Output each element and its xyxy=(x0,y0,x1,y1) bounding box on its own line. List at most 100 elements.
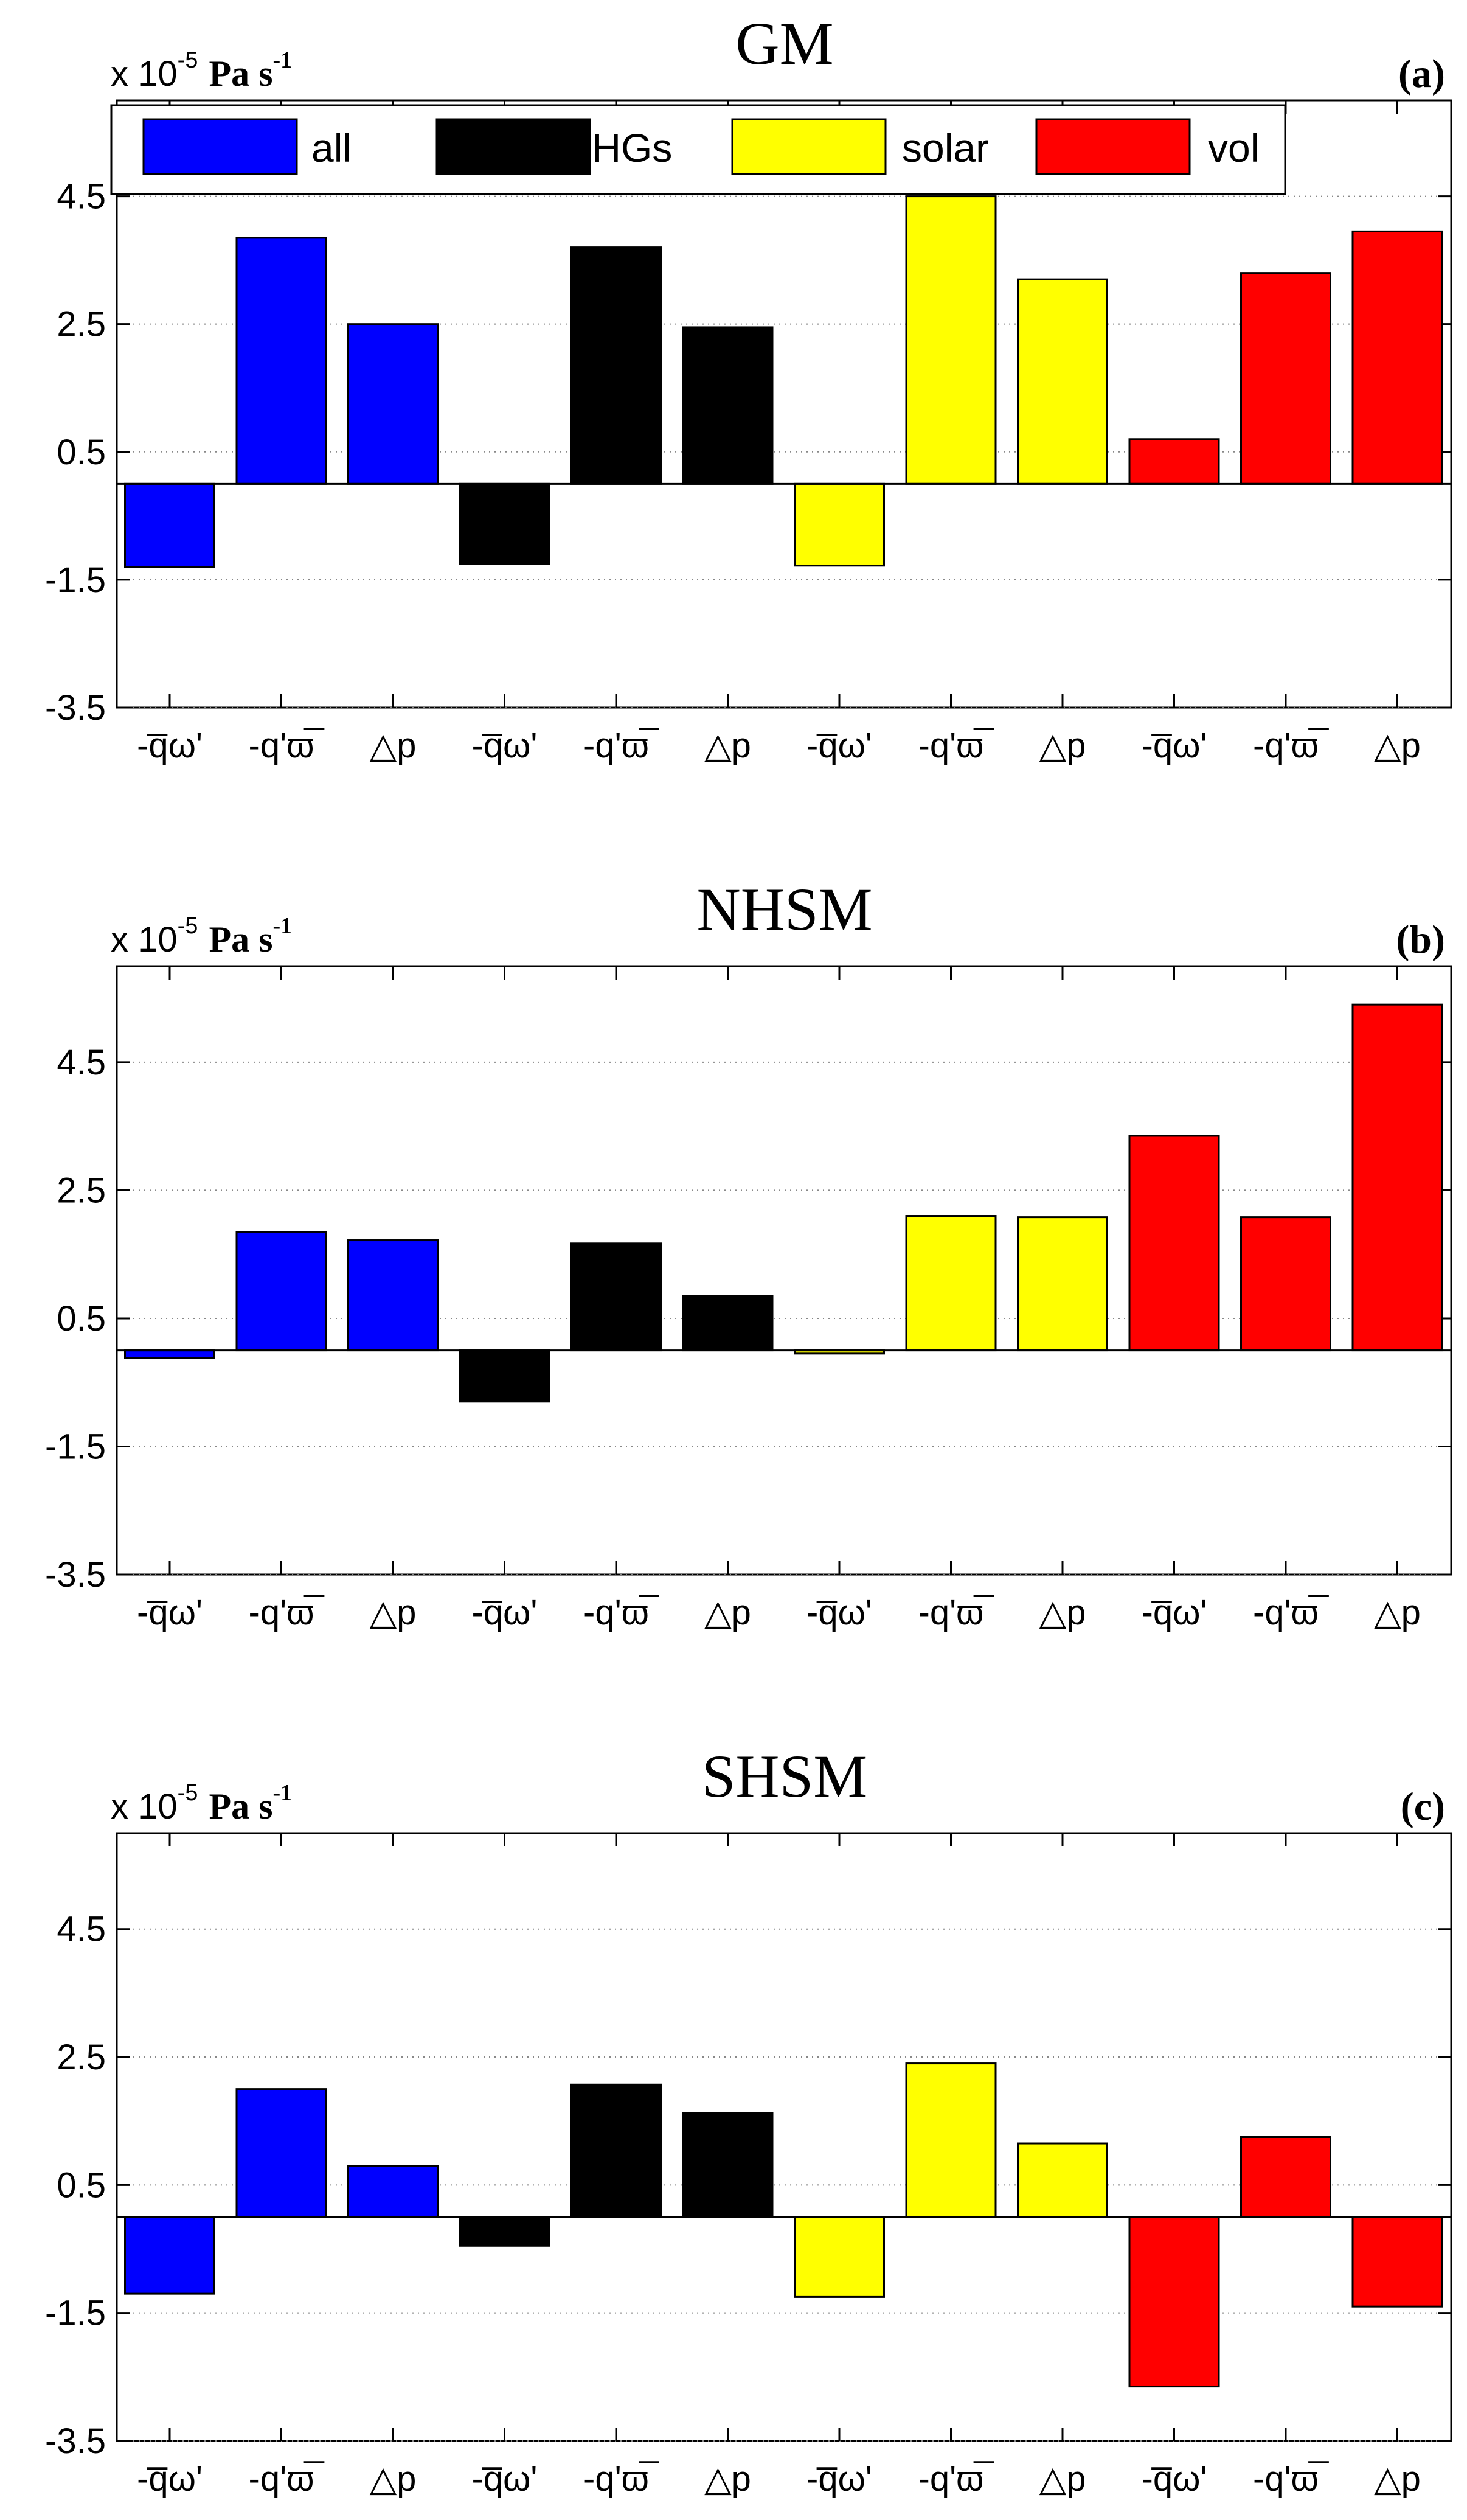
x-tick-label: -q'ϖ̅ xyxy=(1253,2459,1329,2499)
bar-all xyxy=(235,237,327,485)
unit-exponent: -5 xyxy=(178,47,198,73)
x-tick-label: -q̅ω' xyxy=(137,2459,203,2499)
x-tick-label: -q'ϖ̅ xyxy=(249,2459,325,2499)
unit-prefix: x 10 xyxy=(111,920,178,959)
panel-3: -3.5 -1.5 0.5 2.5 4.5 -q̅ω' -q'ϖ̅ △p -q̅ω' -q'ϖ̅ △… xyxy=(45,1742,1452,2499)
y-tick-label: 2.5 xyxy=(57,1171,106,1210)
panel-title: GM xyxy=(735,10,833,77)
unit-label: x 10-5 Pa s-1 xyxy=(111,1780,292,1826)
bar-vol xyxy=(1351,230,1443,485)
y-tick-label: -3.5 xyxy=(45,2421,106,2461)
bar-all xyxy=(124,482,215,568)
x-tick-label: -q̅ω' xyxy=(1142,2459,1207,2499)
x-tick-label: -q'ϖ̅ xyxy=(583,2459,659,2499)
unit-exponent: -5 xyxy=(178,1780,198,1806)
bar-vol xyxy=(1128,1135,1220,1352)
panel-label: (a) xyxy=(1398,52,1445,96)
panel-title: SHSM xyxy=(702,1742,867,1810)
x-tick-label: -q̅ω' xyxy=(472,1593,538,1632)
bar-all xyxy=(347,2165,439,2218)
bar-solar xyxy=(794,482,885,567)
x-tick-label: △p xyxy=(1374,2459,1421,2499)
axes-box xyxy=(116,99,1452,709)
panel-title: NHSM xyxy=(697,875,873,943)
x-tick-label: -q'ϖ̅ xyxy=(918,726,994,765)
y-tick-label: 4.5 xyxy=(57,1910,106,1949)
unit-exponent: -5 xyxy=(178,913,198,939)
legend-swatch-vol xyxy=(1035,118,1191,175)
legend-label-all: all xyxy=(311,125,352,170)
x-tick-label: -q̅ω' xyxy=(806,2459,872,2499)
bar-GHGs xyxy=(682,1295,774,1352)
x-tick-label: -q̅ω' xyxy=(137,1593,203,1632)
unit-label: x 10-5 Pa s-1 xyxy=(111,913,292,959)
x-tick-label: -q̅ω' xyxy=(472,726,538,765)
unit-name: Pa s xyxy=(209,54,272,94)
y-tick-label: 4.5 xyxy=(57,177,106,217)
x-tick-label: △p xyxy=(1374,726,1421,765)
bar-solar xyxy=(1017,2142,1108,2218)
axes-box xyxy=(116,1832,1452,2442)
y-tick-label: 0.5 xyxy=(57,1299,106,1338)
unit-name: Pa s xyxy=(209,1786,272,1826)
unit-prefix: x 10 xyxy=(111,54,178,94)
bar-GHGs xyxy=(570,246,662,485)
legend-swatch-all xyxy=(142,118,298,175)
y-tick-label: 4.5 xyxy=(57,1043,106,1082)
legend-label-GHGs: GHGs xyxy=(561,125,672,170)
bar-solar xyxy=(905,195,997,485)
x-tick-label: -q̅ω' xyxy=(806,1593,872,1632)
bar-solar xyxy=(1017,278,1108,485)
legend-swatch-GHGs xyxy=(435,118,591,175)
x-tick-label: -q̅ω' xyxy=(1142,726,1207,765)
x-tick-label: -q'ϖ̅ xyxy=(249,726,325,765)
legend-label-solar: solar xyxy=(902,125,989,170)
x-tick-label: △p xyxy=(704,726,751,765)
unit-name: Pa s xyxy=(209,919,272,959)
y-tick-label: 2.5 xyxy=(57,305,106,344)
x-tick-label: -q'ϖ̅ xyxy=(918,2459,994,2499)
panel-label: (b) xyxy=(1396,917,1445,962)
bar-vol xyxy=(1240,2136,1331,2218)
x-tick-label: -q'ϖ̅ xyxy=(583,726,659,765)
panel-2: -3.5 -1.5 0.5 2.5 4.5 -q̅ω' -q'ϖ̅ △p -q̅ω' -q'ϖ̅ △… xyxy=(45,875,1452,1632)
unit-name-exponent: -1 xyxy=(272,1780,292,1806)
x-tick-label: △p xyxy=(1374,1593,1421,1632)
unit-name-exponent: -1 xyxy=(272,913,292,939)
x-tick-label: -q̅ω' xyxy=(137,726,203,765)
x-tick-label: -q̅ω' xyxy=(1142,1593,1207,1632)
x-tick-label: △p xyxy=(704,1593,751,1632)
x-tick-label: △p xyxy=(1039,1593,1086,1632)
legend-swatch-solar xyxy=(731,118,887,175)
bar-GHGs xyxy=(570,2083,662,2218)
bar-vol xyxy=(1240,272,1331,485)
bar-GHGs xyxy=(459,482,550,565)
bar-vol xyxy=(1240,1216,1331,1352)
x-tick-label: △p xyxy=(704,2459,751,2499)
x-tick-label: -q'ϖ̅ xyxy=(1253,726,1329,765)
bar-solar xyxy=(905,2062,997,2218)
bar-solar xyxy=(794,2216,885,2298)
x-tick-label: -q'ϖ̅ xyxy=(918,1593,994,1632)
bar-all xyxy=(347,1239,439,1352)
panel-label: (c) xyxy=(1401,1784,1445,1829)
unit-prefix: x 10 xyxy=(111,1787,178,1826)
y-tick-label: 0.5 xyxy=(57,433,106,472)
bar-solar xyxy=(1017,1216,1108,1352)
bar-GHGs xyxy=(459,1349,550,1403)
y-tick-label: -1.5 xyxy=(45,560,106,600)
bar-GHGs xyxy=(682,326,774,485)
unit-label: x 10-5 Pa s-1 xyxy=(111,47,292,94)
x-tick-label: -q̅ω' xyxy=(806,726,872,765)
bar-GHGs xyxy=(459,2216,550,2247)
bar-vol xyxy=(1128,2216,1220,2388)
x-tick-label: △p xyxy=(1039,726,1086,765)
x-tick-label: △p xyxy=(370,2459,417,2499)
y-tick-label: -3.5 xyxy=(45,688,106,728)
y-tick-label: -1.5 xyxy=(45,1427,106,1466)
bar-all xyxy=(235,2088,327,2218)
bar-GHGs xyxy=(682,2112,774,2218)
bar-vol xyxy=(1351,2216,1443,2308)
bar-all xyxy=(347,323,439,485)
